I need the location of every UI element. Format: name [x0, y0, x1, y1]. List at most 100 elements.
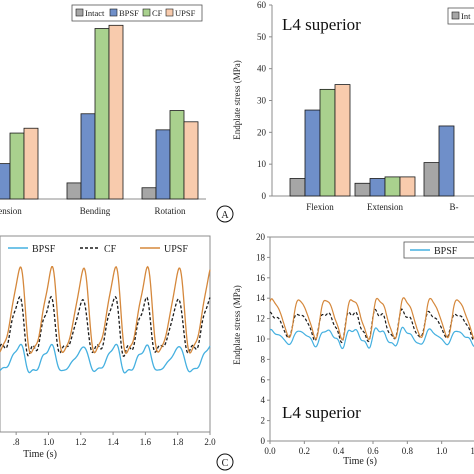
bar-cf-extension [9, 132, 25, 200]
y-tick-label: 0 [261, 436, 266, 446]
legend-swatch-bpsf [109, 8, 118, 17]
y-tick-label: 50 [257, 32, 267, 42]
x-tick-label: 2.0 [204, 437, 216, 447]
legend-label-bpsf: BPSF [32, 244, 56, 255]
bar-bpsf-rotation [155, 129, 171, 200]
x-axis-label: Time (s) [343, 456, 377, 467]
panel-label-text: A [221, 210, 229, 221]
legend-label-intact: Int [461, 11, 471, 21]
y-tick-label: 40 [257, 64, 267, 74]
x-tick-label: 0.6 [367, 446, 379, 456]
y-tick-label: 6 [261, 375, 266, 385]
y-tick-label: 2 [261, 416, 266, 426]
legend-box [403, 241, 474, 259]
panel-label-circle [216, 205, 234, 223]
chart-title: L4 superior [282, 15, 361, 34]
plot-frame [0, 235, 211, 433]
x-tick-label: 1.2 [75, 437, 86, 447]
line-cf [0, 295, 211, 358]
panel-label-circle [216, 453, 234, 471]
bar-upsf-rotation [183, 121, 199, 200]
x-tick-label: 0.2 [299, 446, 310, 456]
x-tick-label: 1.2 [470, 446, 474, 456]
bar-cf-flexion [319, 88, 336, 197]
category-label: ension [0, 206, 22, 216]
category-label: B- [450, 202, 459, 212]
bar-cf-rotation [169, 110, 185, 200]
legend-label-upsf: UPSF [164, 244, 188, 255]
panel-bottom-left: .8 1.0 1.2 1.4 1.6 1.8 2.0 Time (s) BPSF CF UPSF C [0, 235, 234, 471]
x-tick-label: .8 [13, 437, 20, 447]
y-tick-label: 14 [256, 293, 266, 303]
x-axis-label: Time (s) [23, 449, 57, 460]
bar-intact-rotation [141, 187, 157, 200]
legend: Int [447, 7, 474, 25]
y-tick-label: 18 [256, 252, 266, 262]
x-tick-label: 0.0 [264, 446, 276, 456]
bar-cf-bending [94, 28, 110, 200]
legend: BPSF [403, 241, 474, 259]
y-tick-label: 16 [256, 273, 266, 283]
x-tick-label: 1.0 [436, 446, 448, 456]
x-tick-label: 1.4 [107, 437, 119, 447]
bar-bpsf-bending [80, 113, 96, 200]
bar-intact-extension [354, 182, 371, 197]
legend: BPSF CF UPSF [8, 244, 188, 255]
legend-label-cf: CF [152, 8, 163, 18]
legend: Intact BPSF CF UPSF [71, 4, 203, 22]
x-tick-label: 0.8 [402, 446, 414, 456]
bar-bpsf-flexion [304, 109, 321, 197]
line-bpsf [269, 326, 474, 350]
line-bpsf [0, 343, 211, 374]
y-tick-label: 0 [262, 191, 267, 201]
legend-label-upsf: UPSF [175, 8, 196, 18]
bar-intact-bending [423, 162, 440, 197]
panel-top-left: ension Bending Rotation Intact BPSF CF UPSF A [0, 4, 234, 223]
panel-bottom-right: 0 2 4 6 8 10 12 14 16 18 20 0.0 0.2 0.4 0.6 0.8 1.0 1.2 En… [232, 232, 474, 467]
category-label: Bending [80, 206, 111, 216]
bar-bpsf-bending [438, 125, 455, 197]
y-tick-label: 20 [256, 232, 266, 242]
y-tick-label: 10 [256, 334, 266, 344]
bar-bpsf-extension [0, 163, 11, 200]
bar-upsf-extension [399, 176, 416, 197]
y-tick-label: 12 [256, 314, 265, 324]
legend-label-bpsf: BPSF [434, 246, 458, 257]
legend-swatch-cf [142, 8, 151, 17]
y-tick-label: 30 [257, 96, 267, 106]
line-upsf [269, 297, 474, 341]
bar-intact-flexion [289, 178, 306, 197]
legend-swatch-intact [451, 11, 460, 20]
y-tick-label: 20 [257, 127, 267, 137]
y-tick-label: 60 [257, 0, 267, 10]
y-axis-label: Endplate stress (MPa) [232, 285, 242, 364]
category-label: Rotation [155, 206, 186, 216]
panel-label-a: A [216, 205, 234, 223]
x-tick-label: 1.6 [140, 437, 152, 447]
y-tick-label: 4 [261, 395, 266, 405]
x-tick-label: 0.4 [333, 446, 345, 456]
legend-swatch-upsf [165, 8, 174, 17]
chart-title: L4 superior [282, 403, 361, 422]
legend-label-bpsf: BPSF [119, 8, 139, 18]
bar-cf-extension [384, 176, 401, 197]
y-tick-label: 8 [261, 354, 266, 364]
x-tick-label: 1.8 [172, 437, 184, 447]
line-upsf [0, 265, 211, 355]
y-axis-label: Endplate stress (MPa) [232, 60, 242, 139]
panel-top-right: 0 10 20 30 40 50 60 Endplate stress (MPa) L4 sup… [232, 0, 474, 212]
legend-swatch-intact [75, 8, 84, 17]
bar-upsf-flexion [334, 84, 351, 197]
y-tick-label: 10 [257, 159, 267, 169]
bar-bpsf-extension [369, 178, 386, 197]
legend-label-intact: Intact [85, 8, 105, 18]
category-label: Flexion [306, 202, 334, 212]
bar-upsf-bending [108, 24, 124, 200]
panel-label-c: C [216, 453, 234, 471]
panel-label-text: C [222, 458, 229, 469]
bar-upsf-extension [23, 127, 39, 200]
legend-label-cf: CF [104, 244, 117, 255]
bar-intact-bending [66, 182, 82, 200]
x-tick-label: 1.0 [43, 437, 55, 447]
category-label: Extension [367, 202, 403, 212]
